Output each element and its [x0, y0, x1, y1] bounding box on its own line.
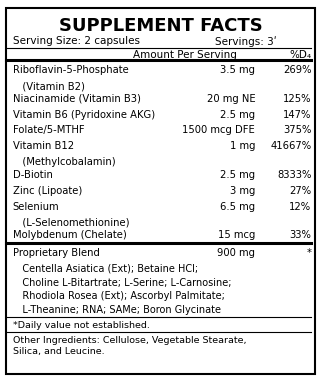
Text: Centella Asiatica (Ext); Betaine HCl;: Centella Asiatica (Ext); Betaine HCl;	[13, 264, 198, 274]
Text: Molybdenum (Chelate): Molybdenum (Chelate)	[13, 230, 126, 240]
Text: 3.5 mg: 3.5 mg	[220, 65, 255, 75]
Text: 33%: 33%	[290, 230, 311, 240]
Text: Other Ingredients: Cellulose, Vegetable Stearate,
Silica, and Leucine.: Other Ingredients: Cellulose, Vegetable …	[13, 336, 246, 356]
Text: 27%: 27%	[289, 186, 311, 196]
Text: 125%: 125%	[283, 94, 311, 104]
Text: Selenium: Selenium	[13, 202, 59, 212]
FancyBboxPatch shape	[6, 8, 315, 374]
Text: SUPPLEMENT FACTS: SUPPLEMENT FACTS	[59, 17, 262, 35]
Text: 8333%: 8333%	[277, 170, 311, 180]
Text: Zinc (Lipoate): Zinc (Lipoate)	[13, 186, 82, 196]
Text: 20 mg NE: 20 mg NE	[207, 94, 255, 104]
Text: 12%: 12%	[289, 202, 311, 212]
Text: *Daily value not established.: *Daily value not established.	[13, 320, 150, 330]
Text: 2.5 mg: 2.5 mg	[220, 110, 255, 120]
Text: (Vitamin B2): (Vitamin B2)	[13, 81, 85, 91]
Text: (L-Selenomethionine): (L-Selenomethionine)	[13, 217, 129, 227]
Text: 6.5 mg: 6.5 mg	[220, 202, 255, 212]
Text: Serving Size: 2 capsules: Serving Size: 2 capsules	[13, 36, 140, 46]
Text: 147%: 147%	[283, 110, 311, 120]
Text: D-Biotin: D-Biotin	[13, 170, 53, 180]
Text: 41667%: 41667%	[270, 141, 311, 151]
Text: 1 mg: 1 mg	[230, 141, 255, 151]
Text: Riboflavin-5-Phosphate: Riboflavin-5-Phosphate	[13, 65, 129, 75]
Text: 1500 mcg DFE: 1500 mcg DFE	[182, 125, 255, 136]
Text: *: *	[306, 248, 311, 258]
Text: %D₄: %D₄	[289, 50, 311, 60]
Text: 2.5 mg: 2.5 mg	[220, 170, 255, 180]
Text: L-Theanine; RNA; SAMe; Boron Glycinate: L-Theanine; RNA; SAMe; Boron Glycinate	[13, 306, 221, 316]
Text: Vitamin B12: Vitamin B12	[13, 141, 74, 151]
Text: Choline L-Bitartrate; L-Serine; L-Carnosine;: Choline L-Bitartrate; L-Serine; L-Carnos…	[13, 278, 231, 288]
Text: Amount Per Serving: Amount Per Serving	[133, 50, 237, 60]
Text: 269%: 269%	[283, 65, 311, 75]
Text: Vitamin B6 (Pyridoxine AKG): Vitamin B6 (Pyridoxine AKG)	[13, 110, 155, 120]
Text: 15 mcg: 15 mcg	[218, 230, 255, 240]
Text: (Methylcobalamin): (Methylcobalamin)	[13, 157, 116, 167]
Text: 900 mg: 900 mg	[217, 248, 255, 258]
Text: 3 mg: 3 mg	[230, 186, 255, 196]
Text: Folate/5-MTHF: Folate/5-MTHF	[13, 125, 84, 136]
Text: Proprietary Blend: Proprietary Blend	[13, 248, 100, 258]
Text: Niacinamide (Vitamin B3): Niacinamide (Vitamin B3)	[13, 94, 141, 104]
Text: Rhodiola Rosea (Ext); Ascorbyl Palmitate;: Rhodiola Rosea (Ext); Ascorbyl Palmitate…	[13, 291, 225, 301]
Text: Servings: 3ʹ: Servings: 3ʹ	[215, 36, 277, 47]
Text: 375%: 375%	[283, 125, 311, 136]
